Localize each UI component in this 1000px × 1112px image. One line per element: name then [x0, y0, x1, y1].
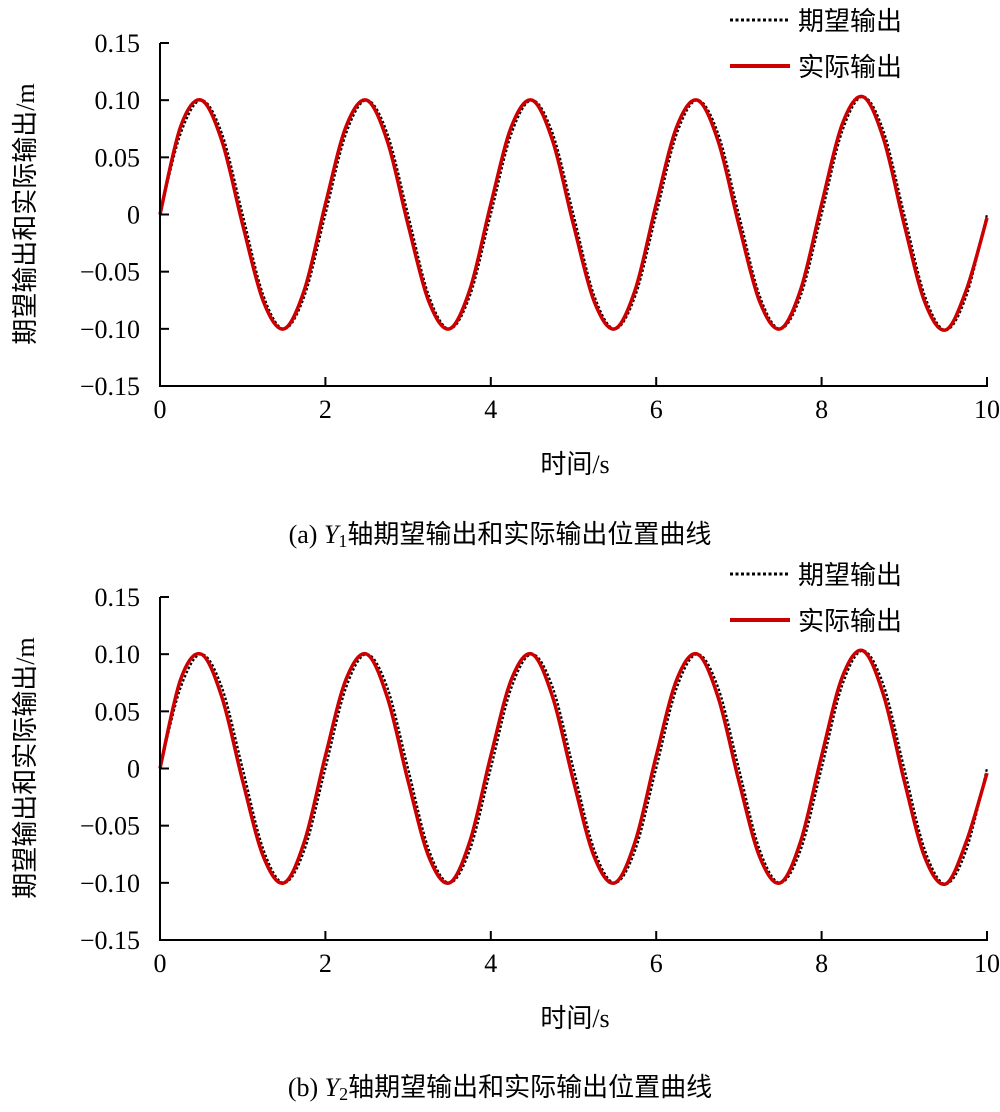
legend-label: 期望输出 [798, 561, 902, 590]
legend-label: 实际输出 [798, 607, 902, 636]
series-line-0 [158, 95, 989, 332]
y-axis-label: 期望输出和实际输出/m [11, 637, 40, 898]
y-tick-label: 0 [127, 201, 140, 230]
caption-var: Y [324, 1073, 340, 1102]
caption-prefix: (b) [287, 1073, 325, 1102]
caption-var: Y [323, 520, 339, 549]
y-tick-label: 0.10 [95, 640, 141, 669]
series-line-0 [158, 649, 989, 886]
x-tick-label: 2 [319, 395, 332, 424]
x-tick-label: 10 [974, 949, 1000, 978]
x-tick-label: 4 [484, 395, 497, 424]
y-tick-label: −0.15 [80, 926, 140, 955]
y-tick-label: −0.05 [80, 812, 140, 841]
y-tick-label: −0.15 [80, 372, 140, 401]
x-axis-label: 时间/s [540, 1004, 609, 1033]
y-tick-label: 0.05 [95, 697, 141, 726]
x-tick-label: 6 [650, 949, 663, 978]
x-tick-label: 8 [815, 949, 828, 978]
x-tick-label: 10 [974, 395, 1000, 424]
caption-sub: 2 [339, 1084, 349, 1104]
series-line-1 [158, 94, 989, 332]
y-axis-label: 期望输出和实际输出/m [11, 83, 40, 344]
series-line-1 [158, 648, 989, 887]
x-tick-label: 6 [650, 395, 663, 424]
y-tick-label: −0.10 [80, 869, 140, 898]
caption-sub: 1 [338, 531, 348, 551]
y-tick-label: −0.10 [80, 315, 140, 344]
y-tick-label: 0.15 [95, 583, 141, 612]
caption-b: (b) Y2轴期望输出和实际输出位置曲线 [0, 1067, 1000, 1105]
y-tick-label: 0.15 [95, 29, 141, 58]
legend-label: 实际输出 [798, 53, 902, 82]
caption-text: 轴期望输出和实际输出位置曲线 [348, 1073, 713, 1102]
x-tick-label: 0 [154, 949, 167, 978]
caption-a: (a) Y1轴期望输出和实际输出位置曲线 [0, 514, 1000, 552]
x-axis-label: 时间/s [540, 450, 609, 479]
x-tick-label: 2 [319, 949, 332, 978]
y-tick-label: −0.05 [80, 258, 140, 287]
y-tick-label: 0.10 [95, 86, 141, 115]
caption-text: 轴期望输出和实际输出位置曲线 [347, 520, 712, 549]
legend-label: 期望输出 [798, 7, 902, 36]
x-tick-label: 0 [154, 395, 167, 424]
caption-prefix: (a) [288, 520, 324, 549]
x-tick-label: 4 [484, 949, 497, 978]
x-tick-label: 8 [815, 395, 828, 424]
y-tick-label: 0 [127, 755, 140, 784]
y-tick-label: 0.05 [95, 143, 141, 172]
